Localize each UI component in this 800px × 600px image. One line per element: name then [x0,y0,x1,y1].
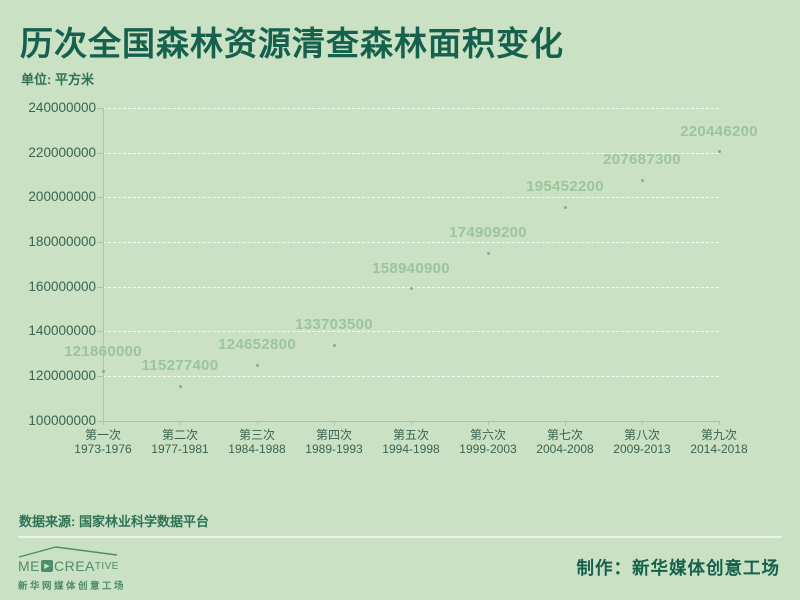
x-axis-tick [334,420,335,425]
x-category-label: 第三次 1984-1988 [228,428,286,456]
data-point [332,343,336,347]
gridline [103,108,719,109]
y-axis-tick-label: 120000000 [28,367,96,383]
x-category-label: 第二次 1977-1981 [151,428,209,456]
gridline [103,286,719,288]
y-axis-tick [97,197,103,199]
data-point-label: 158940900 [372,259,450,277]
data-point-label: 207687300 [603,151,681,169]
data-point-label: 115277400 [141,357,219,375]
x-axis-tick [180,420,181,425]
credit-label: 制作：新华媒体创意工场 [576,558,780,578]
footer-divider [18,536,782,538]
y-axis-tick-label: 200000000 [28,189,96,205]
y-axis-tick-label: 140000000 [28,323,96,339]
x-category-label: 第四次 1989-1993 [305,428,363,456]
logo-wordmark: ME ▶ CREA TIVE [18,558,126,574]
y-axis-tick [97,241,103,243]
data-point [409,287,413,291]
x-category-label: 第八次 2009-2013 [613,428,671,456]
logo-d-badge: ▶ [41,560,53,572]
y-axis-line [103,108,104,425]
x-axis-tick [642,420,643,425]
data-point-label: 195452200 [526,178,604,196]
y-axis-tick [97,286,103,288]
gridline [103,241,719,243]
data-point-label: 124652800 [218,336,296,354]
gridline [103,331,719,333]
data-point [717,150,721,154]
unit-label: 单位: 平方米 [21,72,94,87]
data-point [640,178,644,182]
gridline [103,197,719,199]
gridline [103,375,719,377]
x-axis-tick [719,420,720,425]
data-point-label: 133703500 [295,316,373,334]
x-category-label: 第一次 1973-1976 [74,428,132,456]
x-category-label: 第七次 2004-2008 [536,428,594,456]
logo-roof-icon [18,546,118,558]
x-axis-tick [411,420,412,425]
data-source-label: 数据来源: 国家林业科学数据平台 [19,514,209,529]
x-axis-tick [565,420,566,425]
data-point-label: 220446200 [680,122,758,140]
data-point [255,363,259,367]
y-axis-tick-label: 220000000 [28,144,96,160]
data-point-label: 174909200 [449,224,527,242]
y-axis-tick [97,375,103,377]
x-category-label: 第五次 1994-1998 [382,428,440,456]
y-axis-tick [97,108,103,109]
logo-text-tive: TIVE [94,560,119,572]
x-axis-tick [488,420,489,425]
y-axis-tick-label: 160000000 [28,278,96,294]
gridline [103,152,719,154]
data-point-label: 121860000 [64,342,142,360]
y-axis-tick [97,152,103,154]
chart-title: 历次全国森林资源清查森林面积变化 [20,25,564,62]
x-category-label: 第九次 2014-2018 [690,428,748,456]
y-axis-tick-label: 100000000 [28,412,96,428]
data-point [101,370,105,374]
logo-text-crea: CREA [54,558,95,574]
data-point [178,384,182,388]
logo-text-me: ME [18,558,40,574]
x-category-label: 第六次 1999-2003 [459,428,517,456]
x-axis-tick [257,420,258,425]
x-axis-line [97,420,719,422]
play-icon: ▶ [44,562,50,570]
logo-subtext: 新华网媒体创意工场 [18,581,127,592]
y-axis-tick-label: 180000000 [28,233,96,249]
data-point [563,205,567,209]
medcreative-logo: ME ▶ CREA TIVE 新华网媒体创意工场 [18,546,126,592]
x-axis-tick [103,420,104,425]
y-axis-tick [97,331,103,333]
data-point [486,251,490,255]
y-axis-tick-label: 240000000 [28,100,96,115]
